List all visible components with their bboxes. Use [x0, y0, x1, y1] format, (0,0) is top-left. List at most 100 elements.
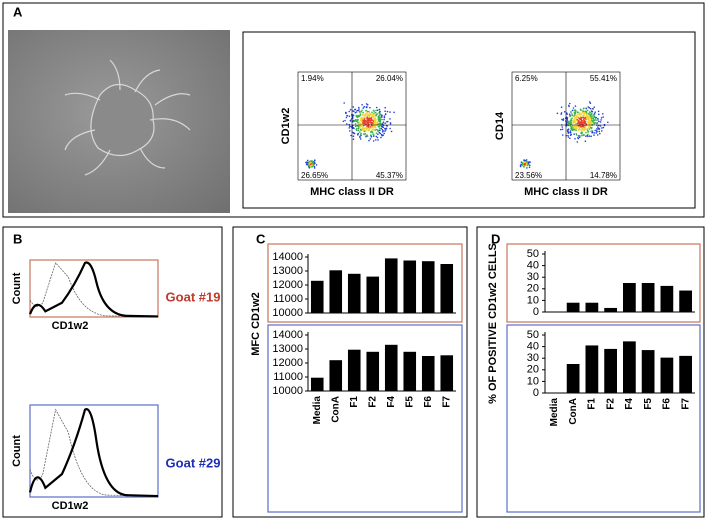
- flow-event: [372, 120, 375, 122]
- flow-event: [373, 134, 375, 136]
- flow-event: [594, 129, 596, 132]
- flow-event: [309, 161, 312, 164]
- flow-event: [588, 128, 591, 130]
- flow-event: [364, 133, 366, 136]
- flow-event: [560, 113, 562, 115]
- flow-event: [571, 109, 574, 112]
- flow-event: [365, 119, 367, 122]
- x-tick-label: F4: [386, 396, 397, 408]
- flow-event: [315, 164, 318, 166]
- y-axis-label: Count: [11, 272, 23, 304]
- y-tick-label: 40: [527, 260, 539, 272]
- flow-event: [573, 133, 575, 135]
- bar: [403, 351, 417, 391]
- flow-event: [597, 110, 600, 113]
- bar: [566, 302, 580, 312]
- flow-event: [582, 121, 584, 124]
- flow-event: [587, 126, 590, 129]
- flow-event: [522, 165, 525, 168]
- flow-event: [382, 123, 384, 125]
- histogram-curve: [28, 407, 159, 498]
- panel-c-frame: [232, 226, 468, 518]
- flow-event: [591, 126, 593, 129]
- flow-event: [590, 113, 593, 116]
- bar: [366, 276, 380, 313]
- flow-event: [586, 118, 588, 121]
- flow-event: [576, 116, 579, 118]
- flow-event: [373, 128, 375, 131]
- flow-event: [355, 111, 358, 113]
- flow-event: [561, 128, 564, 131]
- flow-event: [583, 127, 585, 130]
- flow-event: [526, 164, 529, 167]
- flow-event: [575, 134, 578, 136]
- flow-event: [348, 127, 351, 129]
- flow-event: [523, 161, 525, 164]
- x-axis-label: MHC class II DR: [310, 186, 394, 198]
- flow-event: [368, 139, 370, 142]
- flow-event: [596, 134, 599, 136]
- flow-event: [349, 130, 351, 132]
- flow-event: [368, 111, 371, 114]
- flow-event: [359, 131, 361, 133]
- flow-event: [361, 122, 364, 124]
- flow-event: [592, 122, 595, 124]
- bar: [679, 355, 692, 393]
- flow-event: [365, 130, 367, 132]
- y-tick-label: 10: [527, 294, 539, 306]
- flow-event: [581, 134, 583, 137]
- flow-event: [384, 130, 386, 132]
- bar: [585, 302, 599, 312]
- flow-event: [569, 137, 571, 140]
- flow-event: [589, 107, 592, 110]
- flow-event: [570, 119, 572, 122]
- flow-event: [560, 112, 563, 114]
- flow-event: [371, 115, 373, 118]
- flow-event: [586, 127, 589, 130]
- flow-event: [346, 114, 348, 117]
- flow-event: [355, 114, 358, 117]
- flow-event: [567, 134, 569, 137]
- flow-event: [583, 129, 585, 132]
- panel-label: D: [491, 231, 500, 246]
- flow-event: [561, 134, 564, 136]
- flow-event: [366, 110, 369, 113]
- flow-event: [364, 122, 366, 124]
- flow-event: [374, 118, 377, 120]
- flow-event: [588, 135, 591, 137]
- flow-event: [585, 135, 587, 137]
- flow-event: [365, 106, 368, 108]
- flow-event: [306, 162, 308, 164]
- flow-event: [356, 115, 358, 118]
- flow-event: [583, 107, 585, 109]
- flow-event: [372, 114, 375, 116]
- flow-event: [575, 115, 577, 117]
- flow-event: [570, 126, 573, 128]
- flow-event: [377, 125, 380, 128]
- flow-event: [591, 108, 594, 110]
- bar: [366, 351, 380, 391]
- flow-event: [359, 135, 361, 138]
- flow-event: [569, 134, 572, 136]
- plot-frame: [267, 243, 463, 323]
- flow-event: [371, 111, 373, 114]
- flow-event: [578, 126, 580, 128]
- flow-event: [362, 111, 364, 114]
- flow-event: [348, 115, 351, 118]
- flow-event: [587, 118, 590, 121]
- flow-event: [360, 132, 362, 135]
- flow-event: [578, 128, 580, 131]
- flow-event: [344, 119, 346, 122]
- bar: [310, 377, 324, 391]
- flow-event: [363, 127, 366, 129]
- flow-event: [581, 129, 584, 131]
- flow-event: [386, 121, 388, 123]
- flow-event: [572, 125, 574, 128]
- flow-event: [366, 114, 368, 116]
- flow-event: [589, 114, 592, 117]
- flow-event: [359, 113, 362, 115]
- flow-event: [310, 164, 313, 167]
- flow-event: [366, 118, 368, 120]
- flow-event: [582, 111, 584, 114]
- flow-event: [588, 122, 591, 125]
